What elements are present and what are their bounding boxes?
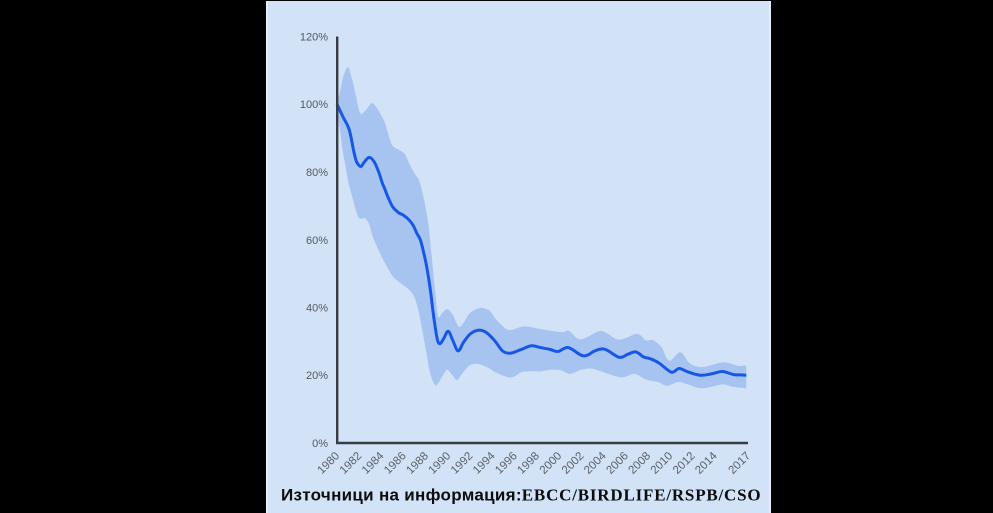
- svg-text:100%: 100%: [300, 99, 328, 111]
- svg-text:Източници на информация:EBCC/B: Източници на информация:EBCC/BIRDLIFE/RS…: [281, 486, 761, 505]
- svg-text:120%: 120%: [300, 32, 328, 44]
- svg-text:0%: 0%: [312, 438, 328, 450]
- svg-text:80%: 80%: [306, 167, 328, 179]
- svg-text:60%: 60%: [306, 235, 328, 247]
- svg-text:40%: 40%: [306, 303, 328, 315]
- svg-text:20%: 20%: [306, 370, 328, 382]
